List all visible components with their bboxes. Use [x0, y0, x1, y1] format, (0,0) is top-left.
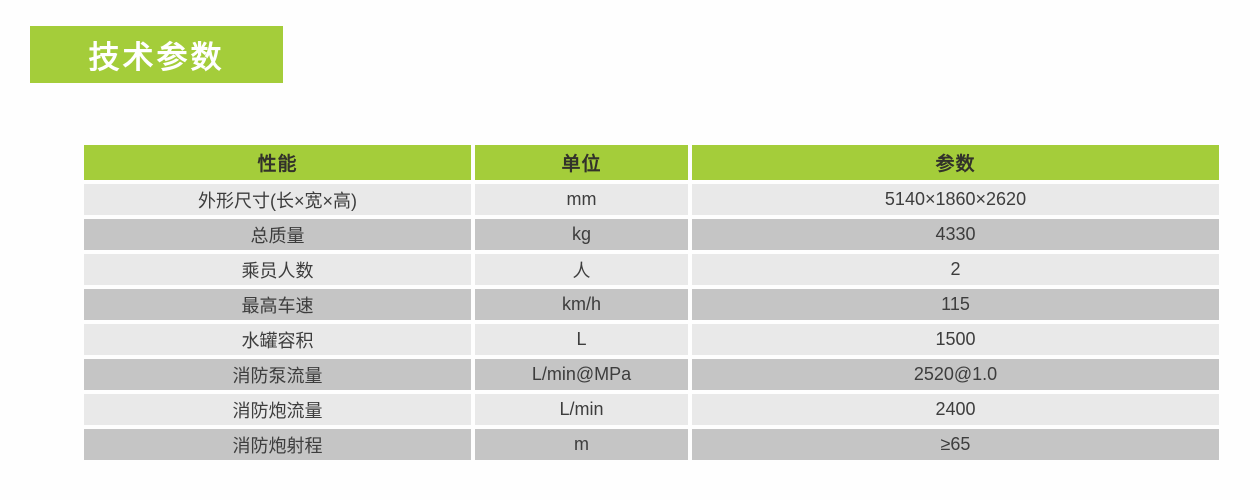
cell-unit: m [475, 429, 688, 460]
table-row: 消防泵流量 L/min@MPa 2520@1.0 [84, 359, 1219, 390]
column-header-performance: 性能 [84, 145, 471, 180]
cell-value: 115 [692, 289, 1219, 320]
cell-unit: km/h [475, 289, 688, 320]
table-row: 最高车速 km/h 115 [84, 289, 1219, 320]
cell-performance: 消防泵流量 [84, 359, 471, 390]
cell-value: 2 [692, 254, 1219, 285]
cell-value: 2520@1.0 [692, 359, 1219, 390]
table-row: 外形尺寸(长×宽×高) mm 5140×1860×2620 [84, 184, 1219, 215]
table-row: 总质量 kg 4330 [84, 219, 1219, 250]
table-header-row: 性能 单位 参数 [84, 145, 1219, 180]
cell-value: 5140×1860×2620 [692, 184, 1219, 215]
technical-parameters-table: 性能 单位 参数 外形尺寸(长×宽×高) mm 5140×1860×2620 总质量 k… [84, 145, 1219, 464]
column-header-value: 参数 [692, 145, 1219, 180]
cell-unit: L [475, 324, 688, 355]
cell-value: 1500 [692, 324, 1219, 355]
cell-value: 4330 [692, 219, 1219, 250]
table-row: 消防炮射程 m ≥65 [84, 429, 1219, 460]
cell-performance: 水罐容积 [84, 324, 471, 355]
cell-unit: L/min@MPa [475, 359, 688, 390]
cell-value: 2400 [692, 394, 1219, 425]
cell-performance: 总质量 [84, 219, 471, 250]
cell-unit: 人 [475, 254, 688, 285]
cell-unit: mm [475, 184, 688, 215]
table-row: 乘员人数人 2 [84, 254, 1219, 285]
section-title-badge: 技术参数 [30, 26, 283, 83]
cell-unit: kg [475, 219, 688, 250]
cell-performance: 最高车速 [84, 289, 471, 320]
column-header-unit: 单位 [475, 145, 688, 180]
cell-unit: L/min [475, 394, 688, 425]
section-title: 技术参数 [88, 40, 225, 75]
table-body: 外形尺寸(长×宽×高) mm 5140×1860×2620 总质量 kg 4330 乘员人数… [84, 184, 1219, 460]
cell-performance: 消防炮射程 [84, 429, 471, 460]
table-row: 水罐容积 L 1500 [84, 324, 1219, 355]
cell-performance: 乘员人数 [84, 254, 471, 285]
cell-performance: 消防炮流量 [84, 394, 471, 425]
cell-value: ≥65 [692, 429, 1219, 460]
cell-performance: 外形尺寸(长×宽×高) [84, 184, 471, 215]
table-row: 消防炮流量 L/min 2400 [84, 394, 1219, 425]
